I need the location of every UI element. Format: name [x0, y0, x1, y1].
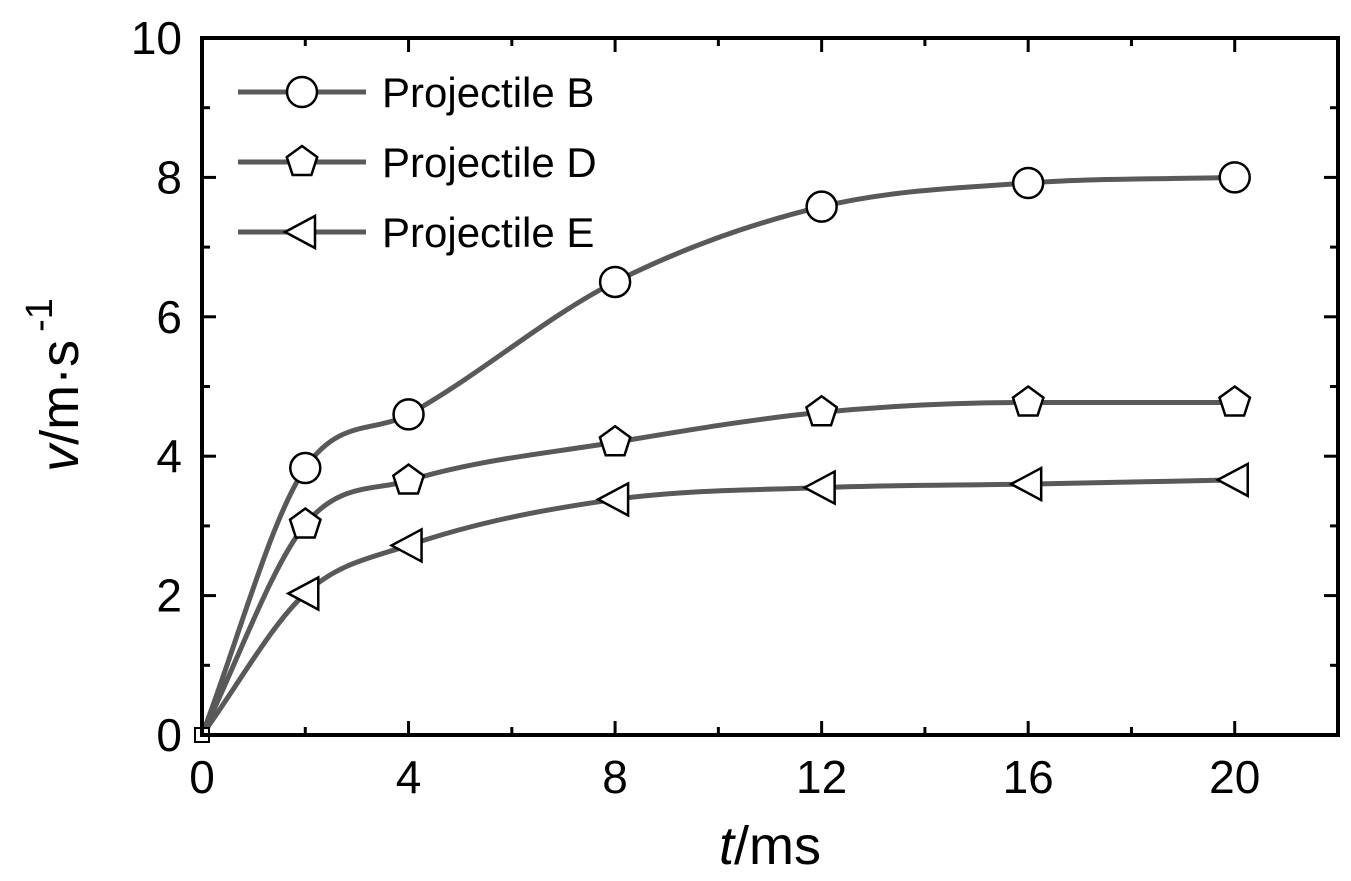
y-tick-label: 10	[131, 12, 182, 64]
y-axis-title: v/m·s -1	[19, 298, 90, 472]
data-point-projectile-d	[288, 506, 322, 539]
data-point-projectile-e	[1215, 461, 1249, 498]
data-point-projectile-b	[1218, 161, 1251, 194]
tick-labels: 0 4 8 12 16 20 0 2 4 6 8 10	[131, 12, 1260, 803]
x-axis-title-italic: t	[719, 816, 736, 876]
x-tick-label: 12	[796, 751, 847, 803]
data-point-projectile-b	[1011, 166, 1045, 200]
y-axis-title-superscript: -1	[19, 298, 61, 332]
legend-label: Projectile B	[382, 69, 594, 116]
data-point-projectile-b	[289, 451, 322, 485]
series-line-projectile-b	[199, 174, 1235, 736]
data-point-projectile-d	[804, 394, 839, 427]
legend-marker-projectile-d	[285, 144, 319, 177]
y-axis-title-rest: /m·s	[30, 340, 90, 445]
tick-marks	[200, 36, 1340, 737]
series-lines	[199, 174, 1235, 737]
y-tick-label: 0	[156, 709, 182, 761]
legend-marker-projectile-b	[285, 75, 319, 109]
data-point-projectile-e	[801, 469, 836, 506]
y-tick-label: 8	[156, 151, 182, 203]
data-point-projectile-b	[598, 265, 632, 299]
data-point-projectile-e	[285, 575, 320, 612]
x-tick-label: 0	[189, 751, 215, 803]
data-point-projectile-b	[805, 190, 838, 223]
legend-marker-projectile-e	[282, 213, 317, 251]
series-line-projectile-d	[199, 400, 1235, 737]
legend-label: Projectile D	[382, 139, 597, 186]
y-tick-label: 4	[156, 430, 182, 482]
data-point-projectile-e	[388, 527, 423, 564]
x-tick-label: 16	[1003, 751, 1054, 803]
y-tick-label: 2	[156, 570, 182, 622]
x-tick-label: 20	[1209, 751, 1260, 803]
data-point-projectile-b	[392, 398, 425, 431]
legend-label: Projectile E	[382, 209, 594, 256]
x-tick-label: 4	[396, 751, 422, 803]
x-axis-title: t/ms	[719, 816, 821, 876]
y-axis-title-italic: v	[30, 442, 90, 472]
data-point-projectile-d	[1218, 384, 1252, 417]
data-point-projectile-d	[391, 463, 426, 495]
data-point-projectile-e	[1008, 465, 1043, 503]
plot-frame	[200, 36, 1340, 737]
data-point-projectile-d	[1011, 384, 1045, 417]
series-line-projectile-e	[199, 477, 1235, 737]
y-tick-label: 6	[156, 291, 182, 343]
data-point-projectile-e	[595, 481, 630, 518]
x-tick-label: 8	[602, 751, 628, 803]
data-markers	[194, 161, 1252, 743]
legend: Projectile B Projectile D Projectile E	[238, 69, 597, 256]
data-point-projectile-d	[598, 424, 632, 457]
x-axis-title-rest: /ms	[734, 816, 821, 876]
